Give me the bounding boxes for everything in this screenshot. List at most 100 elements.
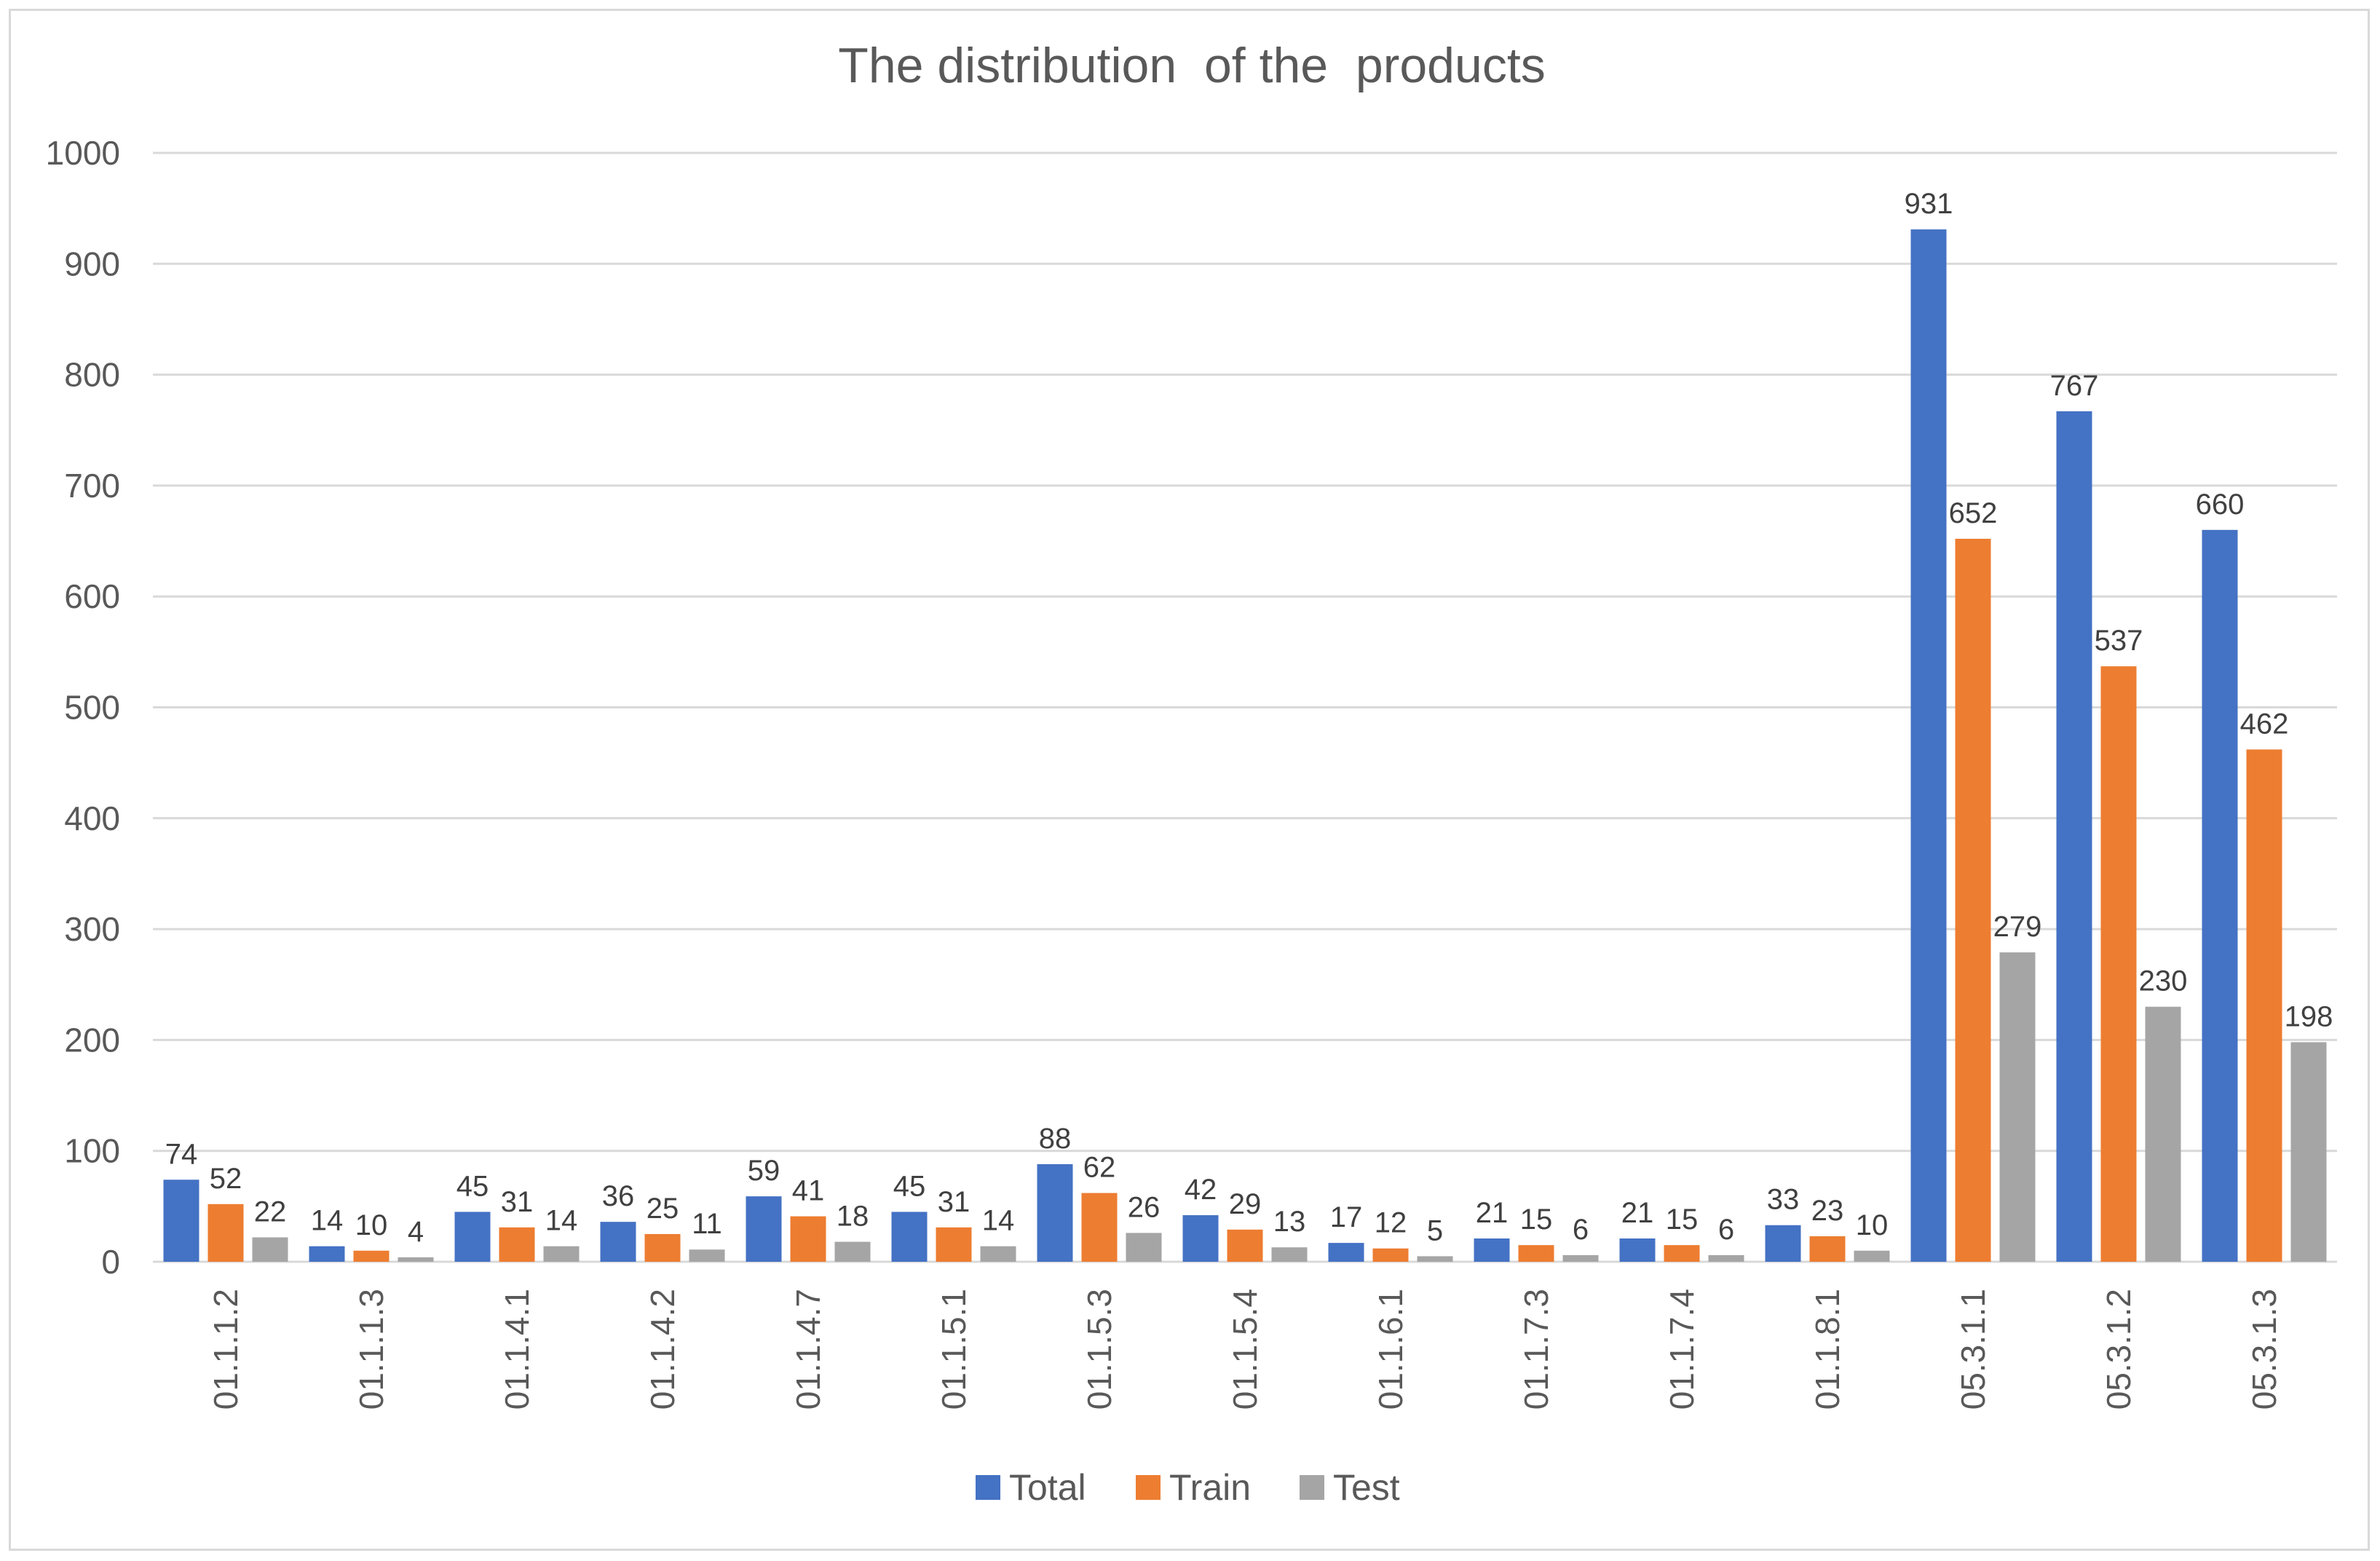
- x-tick-label: 01.1.5.4: [1226, 1289, 1264, 1410]
- x-tick-label: 01.1.4.1: [498, 1289, 536, 1410]
- y-tick-label: 300: [64, 910, 120, 948]
- data-label: 42: [1185, 1174, 1217, 1206]
- bar-total: [746, 1196, 782, 1262]
- data-label: 21: [1476, 1197, 1509, 1229]
- bar-test: [543, 1246, 580, 1262]
- bar-chart: The distribution of the products 0 100 200…: [46, 38, 2337, 1508]
- data-label: 15: [1666, 1204, 1699, 1236]
- x-tick-label: 01.1.6.1: [1372, 1289, 1410, 1410]
- data-label: 230: [2139, 965, 2188, 997]
- data-label: 22: [254, 1196, 287, 1228]
- data-label: 14: [545, 1205, 578, 1237]
- bar-test: [1417, 1256, 1453, 1262]
- data-label: 11: [692, 1208, 722, 1240]
- bar-train: [1955, 539, 1991, 1262]
- bar-total: [1182, 1215, 1219, 1262]
- bar-total: [1765, 1225, 1801, 1262]
- bar-total: [600, 1222, 636, 1262]
- bar-test: [2290, 1042, 2327, 1262]
- data-label: 767: [2050, 370, 2099, 402]
- data-label: 279: [1993, 911, 2042, 943]
- data-labels: 74 52 22 14 10 4 45 31 14 36 25 11 59 41 18 45 31 14 88 62 2…: [165, 188, 2333, 1248]
- bar-total: [1328, 1243, 1364, 1262]
- bar-total: [1910, 229, 1947, 1262]
- bar-train: [790, 1216, 826, 1262]
- data-label: 660: [2196, 489, 2245, 521]
- data-label: 29: [1229, 1188, 1262, 1220]
- bar-test: [834, 1241, 871, 1262]
- data-label: 10: [1856, 1209, 1889, 1241]
- x-tick-label: 01.1.1.2: [207, 1289, 245, 1410]
- y-tick-label: 800: [64, 356, 120, 394]
- bar-train: [644, 1233, 681, 1262]
- data-label: 52: [210, 1163, 242, 1195]
- bar-train: [1081, 1193, 1118, 1262]
- x-tick-label: 01.1.7.3: [1517, 1289, 1555, 1410]
- bar-total: [1474, 1238, 1510, 1262]
- bar-total: [1037, 1163, 1073, 1262]
- legend-label-train: Train: [1169, 1467, 1251, 1508]
- data-label: 6: [1718, 1214, 1734, 1246]
- data-label: 36: [602, 1180, 635, 1212]
- data-label: 88: [1039, 1123, 1072, 1155]
- bar-total: [2056, 411, 2092, 1262]
- y-tick-label: 900: [64, 245, 120, 282]
- bar-train: [1809, 1236, 1846, 1262]
- data-label: 59: [748, 1155, 780, 1187]
- legend-swatch-test: [1300, 1475, 1324, 1500]
- data-label: 537: [2095, 625, 2143, 657]
- bar-total: [891, 1212, 928, 1262]
- data-label: 62: [1083, 1152, 1116, 1184]
- bar-test: [1562, 1254, 1599, 1262]
- bar-test: [1126, 1233, 1162, 1262]
- data-label: 5: [1427, 1214, 1443, 1246]
- data-label: 14: [311, 1205, 344, 1237]
- bar-test: [398, 1257, 434, 1262]
- bar-train: [1372, 1248, 1409, 1262]
- data-label: 23: [1811, 1195, 1844, 1227]
- data-label: 31: [938, 1186, 970, 1218]
- bar-train: [936, 1227, 972, 1262]
- data-label: 931: [1905, 188, 1953, 220]
- data-label: 26: [1128, 1191, 1161, 1223]
- bar-test: [252, 1237, 288, 1262]
- y-tick-label: 500: [64, 689, 120, 727]
- data-label: 462: [2240, 708, 2289, 740]
- data-label: 31: [501, 1186, 534, 1218]
- data-label: 14: [982, 1205, 1015, 1237]
- bar-test: [1999, 952, 2036, 1262]
- bar-train: [1664, 1245, 1700, 1262]
- y-tick-label: 1000: [46, 134, 120, 172]
- legend: Total Train Test: [976, 1467, 1400, 1508]
- data-label: 18: [837, 1201, 869, 1233]
- data-label: 12: [1375, 1207, 1407, 1239]
- bar-test: [689, 1249, 725, 1262]
- bar-test: [980, 1246, 1016, 1262]
- gridlines: [153, 151, 2337, 1263]
- chart-title: The distribution of the products: [838, 38, 1545, 93]
- data-label: 41: [792, 1175, 825, 1207]
- bar-test: [1271, 1247, 1308, 1262]
- data-label: 4: [408, 1216, 424, 1248]
- y-tick-label: 0: [101, 1243, 120, 1281]
- legend-swatch-total: [976, 1475, 1000, 1500]
- y-tick-label: 700: [64, 467, 120, 505]
- bar-train: [353, 1250, 390, 1262]
- bar-total: [309, 1246, 345, 1262]
- bar-total: [1619, 1238, 1656, 1262]
- bar-train: [1227, 1229, 1263, 1262]
- bar-train: [207, 1204, 244, 1262]
- x-tick-label: 05.3.1.2: [2100, 1289, 2138, 1410]
- data-label: 15: [1520, 1204, 1553, 1236]
- bar-total: [2202, 529, 2238, 1262]
- x-tick-label: 01.1.5.1: [935, 1289, 973, 1410]
- bar-train: [2246, 749, 2282, 1262]
- y-axis-tick-labels: 0 100 200 300 400 500 600 700 800 900 1000: [46, 134, 120, 1281]
- y-tick-label: 600: [64, 577, 120, 615]
- x-tick-label: 05.3.1.3: [2245, 1289, 2283, 1410]
- bar-train: [499, 1227, 535, 1262]
- bar-train: [1518, 1245, 1554, 1262]
- x-tick-label: 01.1.8.1: [1808, 1289, 1846, 1410]
- data-label: 45: [893, 1170, 926, 1202]
- x-tick-label: 01.1.4.2: [644, 1289, 681, 1410]
